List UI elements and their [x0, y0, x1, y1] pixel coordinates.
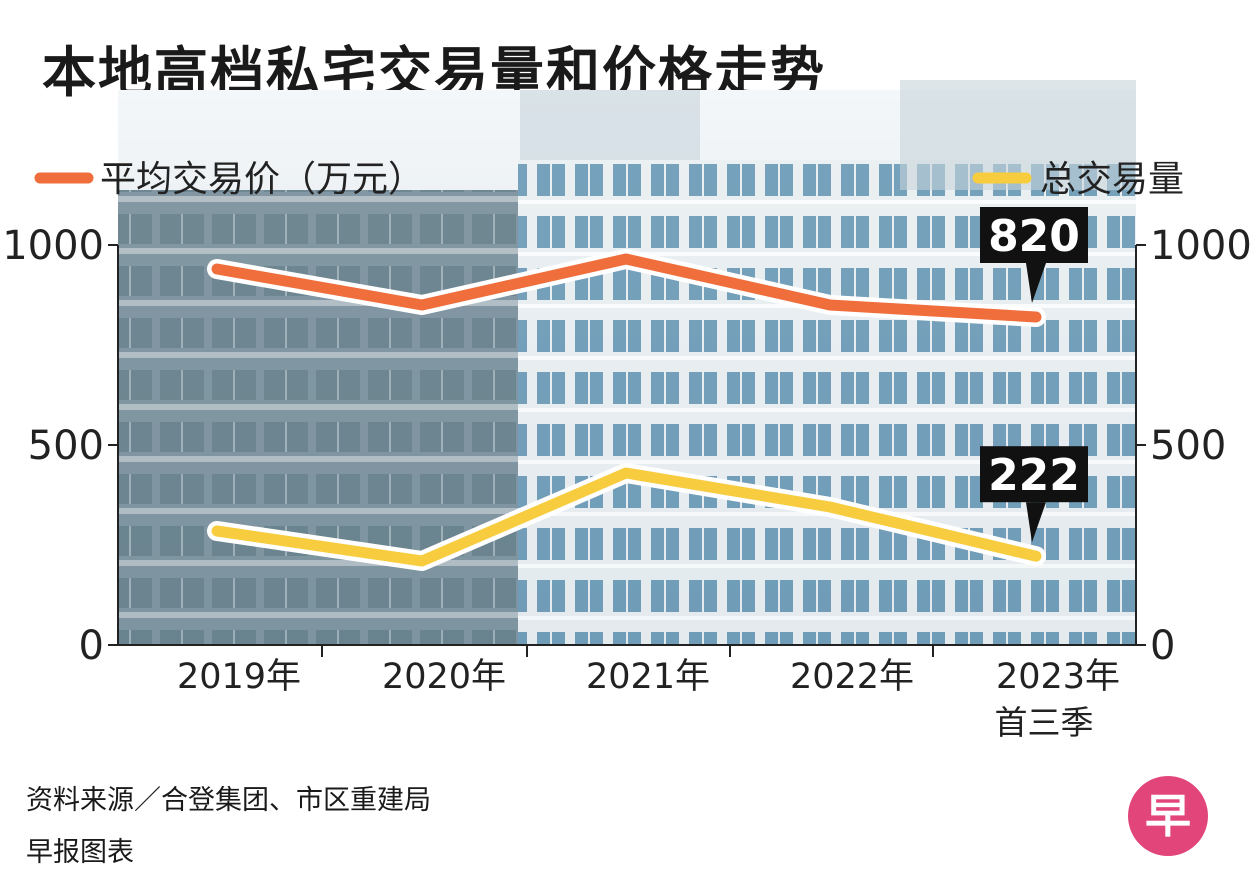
data-point: [420, 559, 424, 563]
data-point: [1034, 554, 1038, 559]
publisher-logo: 早: [1128, 776, 1208, 856]
callout-box-1: [980, 446, 1088, 503]
series-lines: [207, 249, 1046, 571]
axes: 0 500 1000 0 500 1000 2019年 2020年 2021年 2022年 2023…: [2, 223, 1251, 742]
x-tick-label: 2020年: [382, 657, 506, 697]
data-point: [215, 529, 219, 533]
legend-label-price: 平均交易价（万元）: [100, 159, 424, 200]
x-tick-label: 2022年: [790, 657, 914, 697]
x-tick-label: 2019年: [177, 657, 301, 697]
data-point: [828, 505, 832, 509]
y-tick-label-right: 500: [1150, 423, 1226, 469]
y-tick-label-left: 0: [79, 623, 104, 669]
y-tick-label-right: 0: [1150, 623, 1175, 669]
callout-label-0: 820: [988, 211, 1080, 262]
legend-label-volume: 总交易量: [1040, 159, 1184, 200]
data-point: [1034, 315, 1038, 319]
x-tick-label: 2021年: [586, 657, 710, 697]
callout-pointer-0: [1026, 263, 1046, 303]
data-point: [624, 257, 628, 261]
callout-pointer-1: [1026, 502, 1046, 543]
credit-note: 早报图表: [26, 837, 134, 868]
data-point: [624, 471, 628, 475]
end-callouts: 820 222: [980, 207, 1088, 543]
x-tick-sublabel: 首三季: [995, 703, 1094, 742]
y-tick-label-right: 1000: [1150, 223, 1251, 269]
callout-box-0: [980, 207, 1088, 263]
data-point: [828, 303, 832, 307]
legend: 平均交易价（万元） 总交易量: [34, 159, 1184, 200]
y-tick-label-left: 1000: [2, 223, 104, 269]
data-point: [215, 267, 219, 271]
callout-label-1: 222: [988, 450, 1080, 501]
x-tick-label: 2023年: [996, 657, 1120, 697]
source-note: 资料来源／合登集团、市区重建局: [26, 785, 431, 816]
y-tick-label-left: 500: [28, 423, 104, 469]
data-point: [420, 303, 424, 307]
